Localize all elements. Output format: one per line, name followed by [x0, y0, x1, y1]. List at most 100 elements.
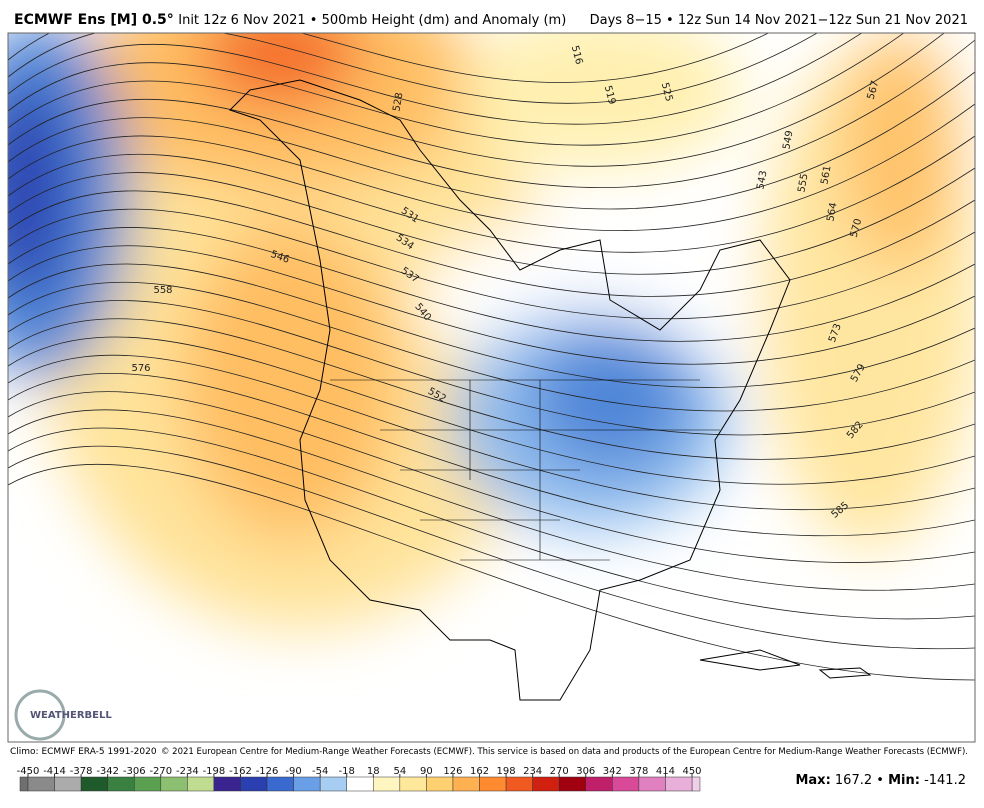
contour-line — [8, 39, 975, 189]
contour-label: 543 — [755, 170, 769, 191]
colorbar-tick-label: 342 — [603, 766, 622, 777]
colorbar-swatch — [452, 776, 480, 792]
contour-label: 555 — [796, 173, 810, 194]
colorbar-swatch — [585, 776, 613, 792]
height-contours — [8, 33, 975, 681]
colorbar-end — [691, 776, 701, 792]
max-min: Max: 167.2 • Min: -141.2 — [795, 773, 966, 788]
max-value: 167.2 — [835, 773, 872, 788]
colorbar-tick-label: -306 — [123, 766, 146, 777]
colorbar-swatch — [319, 776, 347, 792]
colorbar-swatch — [558, 776, 587, 792]
contour-label: 528 — [391, 92, 405, 113]
colorbar-swatch — [213, 776, 241, 792]
colorbar-tick-label: 378 — [629, 766, 648, 777]
colorbar-tick-label: 126 — [443, 766, 462, 777]
coastlines — [229, 79, 872, 701]
contour-line — [8, 227, 975, 342]
colorbar-tick-label: -450 — [17, 766, 40, 777]
colorbar-tick-label: -90 — [285, 766, 301, 777]
anomaly-field — [8, 33, 975, 630]
positive-anomaly — [460, 33, 740, 170]
contour-line — [8, 167, 975, 275]
colorbar-tick-label: 162 — [470, 766, 489, 777]
continent-outline — [229, 79, 791, 701]
contour-line — [8, 281, 975, 412]
positive-anomaly — [840, 33, 960, 270]
colorbar-tick-label: 270 — [550, 766, 569, 777]
colorbar-tick-label: 450 — [682, 766, 701, 777]
contour-label: 561 — [819, 165, 833, 186]
contour-line — [8, 103, 975, 231]
contour-label: 576 — [131, 363, 150, 374]
colorbar-swatch — [612, 776, 640, 792]
colorbar-swatch — [505, 776, 533, 792]
colorbar-tick-label: 414 — [656, 766, 675, 777]
contour-line — [8, 463, 975, 681]
min-value: -141.2 — [924, 773, 966, 788]
colorbar-swatch — [638, 776, 666, 792]
colorbar-swatch — [266, 776, 294, 792]
contour-label: 558 — [153, 285, 172, 296]
contour-line — [8, 245, 975, 365]
colorbar-tick-label: 234 — [523, 766, 542, 777]
colorbar: -450 -414 -378 -342 -306 -270 -234 -198 -162 -126… — [17, 766, 702, 792]
contour-line — [8, 427, 975, 620]
contour-line — [8, 33, 818, 104]
contour-line — [8, 33, 769, 83]
colorbar-tick-label: 54 — [393, 766, 406, 777]
colorbar-swatch — [187, 776, 215, 792]
colorbar-swatch — [107, 776, 135, 792]
contour-line — [8, 354, 975, 511]
contour-line — [8, 33, 863, 125]
contour-label: 525 — [659, 81, 675, 102]
colorbar-tick-label: -270 — [149, 766, 172, 777]
colorbar-swatch — [479, 776, 507, 792]
title: ECMWF Ens [M] 0.5° Init 12z 6 Nov 2021 •… — [14, 12, 566, 28]
colorbar-tick-label: -126 — [256, 766, 279, 777]
contour-line — [8, 300, 975, 436]
colorbar-tick-label: -162 — [229, 766, 252, 777]
contour-line — [8, 336, 975, 485]
negative-anomaly — [530, 330, 690, 470]
contour-label: 567 — [866, 79, 882, 100]
contour-label: 519 — [602, 84, 618, 105]
separator: • — [876, 773, 884, 788]
colorbar-tick-label: 18 — [367, 766, 380, 777]
contour-line — [8, 135, 975, 253]
logo-swirl — [14, 689, 66, 741]
contour-line — [8, 318, 975, 460]
climo-note: Climo: ECMWF ERA-5 1991-2020 — [10, 747, 157, 757]
colorbar-tick-label: 306 — [576, 766, 595, 777]
contour-label: 549 — [781, 130, 795, 151]
colorbar-swatch — [532, 776, 560, 792]
contour-line — [8, 409, 975, 591]
contour-label: 516 — [569, 44, 585, 65]
colorbar-tick-label: -234 — [176, 766, 199, 777]
colorbar-tick-label: 90 — [420, 766, 433, 777]
colorbar-swatch — [240, 776, 268, 792]
colorbar-swatch — [80, 776, 108, 792]
colorbar-tick-label: 198 — [497, 766, 516, 777]
colorbar-swatch — [160, 776, 188, 792]
contour-line — [8, 445, 975, 650]
max-label: Max: — [795, 773, 830, 788]
colorbar-swatch — [27, 776, 55, 792]
contour-label: 570 — [849, 217, 865, 238]
logo: WEATHERBELL — [14, 689, 112, 741]
contour-line — [8, 373, 975, 537]
valid-period: Days 8−15 • 12z Sun 14 Nov 2021−12z Sun … — [590, 13, 968, 28]
contour-line — [8, 33, 905, 146]
colorbar-swatch — [133, 776, 162, 792]
colorbar-tick-label: -198 — [203, 766, 226, 777]
min-label: Min: — [888, 773, 920, 788]
colorbar-swatch — [426, 776, 454, 792]
colorbar-tick-label: -342 — [96, 766, 119, 777]
contour-line — [8, 263, 975, 388]
title-bold: ECMWF Ens [M] 0.5° — [14, 12, 174, 28]
borders — [330, 379, 720, 561]
colorbar-swatch — [373, 776, 401, 792]
colorbar-tick-label: -414 — [43, 766, 66, 777]
